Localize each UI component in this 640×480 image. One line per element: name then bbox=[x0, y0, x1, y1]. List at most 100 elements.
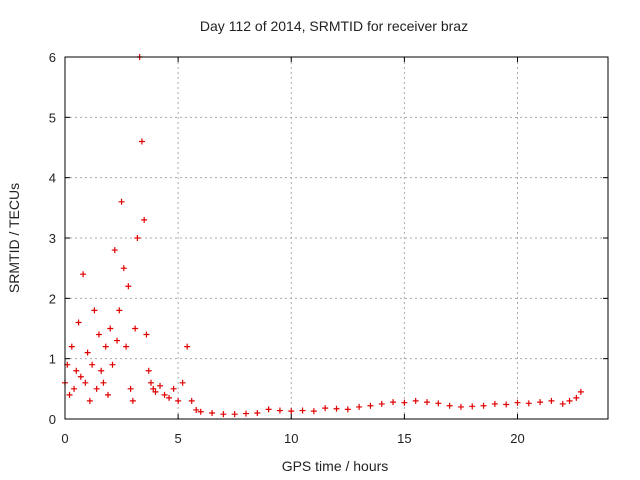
data-point bbox=[412, 397, 419, 404]
data-point bbox=[573, 394, 580, 401]
y-tick-label: 6 bbox=[49, 50, 56, 65]
data-point bbox=[356, 403, 363, 410]
data-point bbox=[276, 407, 283, 414]
data-point bbox=[82, 379, 89, 386]
data-point bbox=[77, 373, 84, 380]
data-point bbox=[71, 385, 78, 392]
x-tick-label: 0 bbox=[61, 431, 68, 446]
data-point bbox=[220, 411, 227, 418]
y-tick-label: 2 bbox=[49, 291, 56, 306]
data-point bbox=[104, 391, 111, 398]
data-point bbox=[491, 400, 498, 407]
data-point bbox=[446, 402, 453, 409]
data-point bbox=[91, 307, 98, 314]
data-point bbox=[390, 399, 397, 406]
data-point bbox=[127, 385, 134, 392]
data-point bbox=[107, 325, 114, 332]
y-tick-label: 4 bbox=[49, 171, 56, 186]
y-tick-label: 1 bbox=[49, 352, 56, 367]
x-axis-title: GPS time / hours bbox=[282, 458, 389, 474]
data-point bbox=[118, 198, 125, 205]
data-point bbox=[111, 247, 118, 254]
data-point bbox=[333, 405, 340, 412]
data-point bbox=[95, 331, 102, 338]
y-axis-title: SRMTID / TECUs bbox=[6, 183, 22, 293]
x-tick-label: 15 bbox=[397, 431, 411, 446]
data-point bbox=[89, 361, 96, 368]
data-point bbox=[514, 399, 521, 406]
data-point bbox=[288, 408, 295, 415]
data-point bbox=[179, 379, 186, 386]
data-points bbox=[62, 54, 584, 418]
data-point bbox=[577, 388, 584, 395]
data-point bbox=[116, 307, 123, 314]
data-point bbox=[175, 397, 182, 404]
data-point bbox=[367, 402, 374, 409]
data-point bbox=[73, 367, 80, 374]
data-point bbox=[243, 410, 249, 417]
data-point bbox=[129, 397, 136, 404]
data-point bbox=[480, 402, 487, 409]
data-point bbox=[109, 361, 116, 368]
data-point bbox=[114, 337, 121, 344]
data-point bbox=[123, 343, 130, 350]
x-tick-label: 10 bbox=[284, 431, 298, 446]
data-point bbox=[66, 391, 73, 398]
data-point bbox=[157, 382, 164, 389]
data-point bbox=[193, 406, 200, 413]
data-point bbox=[188, 397, 195, 404]
ticks: 0 5 10 15 20 0 1 2 3 4 5 6 bbox=[49, 50, 608, 446]
y-tick-label: 3 bbox=[49, 231, 56, 246]
data-point bbox=[120, 265, 127, 272]
grid bbox=[65, 57, 608, 419]
data-point bbox=[566, 397, 573, 404]
data-point bbox=[170, 385, 177, 392]
data-point bbox=[525, 400, 532, 407]
data-point bbox=[559, 400, 566, 407]
data-point bbox=[134, 235, 141, 241]
data-point bbox=[231, 411, 238, 418]
data-point bbox=[125, 283, 132, 290]
x-tick-label: 20 bbox=[510, 431, 524, 446]
data-point bbox=[503, 401, 510, 408]
data-point bbox=[141, 216, 148, 223]
data-point bbox=[548, 397, 555, 404]
data-point bbox=[254, 409, 261, 416]
data-point bbox=[457, 403, 464, 410]
data-point bbox=[197, 408, 204, 415]
data-point bbox=[209, 409, 216, 416]
data-point bbox=[152, 388, 159, 395]
data-point bbox=[310, 408, 317, 415]
y-tick-label: 0 bbox=[49, 412, 56, 427]
data-point bbox=[161, 391, 168, 398]
data-point bbox=[102, 343, 109, 350]
data-point bbox=[265, 406, 272, 413]
data-point bbox=[86, 397, 93, 404]
data-point bbox=[132, 325, 139, 332]
data-point bbox=[143, 331, 150, 338]
data-point bbox=[84, 349, 91, 356]
data-point bbox=[80, 271, 87, 278]
data-point bbox=[147, 379, 154, 386]
data-point bbox=[299, 407, 306, 414]
data-point bbox=[75, 319, 82, 326]
data-point bbox=[150, 385, 157, 392]
data-point bbox=[100, 379, 107, 386]
data-point bbox=[401, 399, 408, 406]
x-tick-label: 5 bbox=[175, 431, 182, 446]
chart-title: Day 112 of 2014, SRMTID for receiver bra… bbox=[200, 18, 468, 34]
data-point bbox=[378, 400, 385, 407]
data-point bbox=[138, 138, 145, 145]
data-point bbox=[145, 367, 152, 374]
data-point bbox=[184, 343, 191, 350]
data-point bbox=[166, 394, 173, 401]
data-point bbox=[322, 405, 329, 412]
data-point bbox=[424, 399, 430, 406]
data-point bbox=[98, 367, 105, 374]
data-point bbox=[469, 403, 476, 410]
data-point bbox=[344, 406, 351, 413]
data-point bbox=[537, 399, 544, 406]
data-point bbox=[68, 343, 75, 350]
data-point bbox=[93, 385, 100, 392]
